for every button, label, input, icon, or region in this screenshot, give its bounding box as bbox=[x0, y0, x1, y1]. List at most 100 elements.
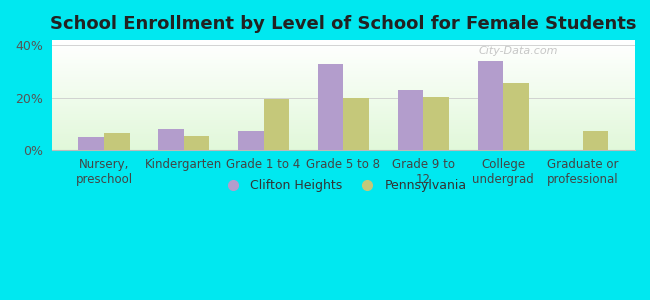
Bar bbox=[52, 143, 635, 144]
Bar bbox=[52, 66, 635, 67]
Bar bbox=[104, 133, 129, 150]
Bar bbox=[52, 121, 635, 122]
Bar bbox=[52, 112, 635, 113]
Bar bbox=[52, 118, 635, 119]
Bar bbox=[52, 134, 635, 135]
Bar bbox=[52, 65, 635, 66]
Bar bbox=[52, 145, 635, 146]
Bar bbox=[52, 131, 635, 132]
Bar bbox=[52, 94, 635, 95]
Bar bbox=[52, 95, 635, 96]
Bar bbox=[52, 59, 635, 60]
Bar bbox=[52, 101, 635, 102]
Bar bbox=[52, 82, 635, 83]
Bar bbox=[478, 61, 503, 150]
Bar bbox=[52, 106, 635, 107]
Bar bbox=[52, 50, 635, 51]
Bar bbox=[52, 116, 635, 117]
Bar bbox=[264, 99, 289, 150]
Bar bbox=[52, 105, 635, 106]
Bar bbox=[52, 126, 635, 127]
Bar bbox=[52, 92, 635, 93]
Bar bbox=[52, 149, 635, 150]
Bar bbox=[52, 138, 635, 139]
Bar bbox=[52, 84, 635, 85]
Bar bbox=[184, 136, 209, 150]
Bar bbox=[52, 123, 635, 124]
Bar bbox=[52, 141, 635, 142]
Bar bbox=[52, 80, 635, 81]
Bar bbox=[52, 102, 635, 103]
Bar bbox=[52, 100, 635, 101]
Bar bbox=[52, 120, 635, 121]
Bar bbox=[52, 107, 635, 108]
Bar bbox=[52, 40, 635, 41]
Bar bbox=[52, 77, 635, 78]
Bar bbox=[52, 140, 635, 141]
Bar bbox=[52, 47, 635, 48]
Bar bbox=[52, 75, 635, 76]
Bar bbox=[52, 147, 635, 148]
Bar bbox=[52, 139, 635, 140]
Bar bbox=[52, 61, 635, 62]
Bar bbox=[52, 98, 635, 99]
Bar bbox=[52, 63, 635, 64]
Bar bbox=[52, 99, 635, 100]
Bar bbox=[52, 70, 635, 71]
Bar bbox=[52, 76, 635, 77]
Bar bbox=[503, 83, 528, 150]
Bar bbox=[52, 89, 635, 90]
Bar bbox=[52, 128, 635, 129]
Bar bbox=[52, 74, 635, 75]
Bar bbox=[52, 48, 635, 49]
Bar bbox=[52, 148, 635, 149]
Bar bbox=[52, 46, 635, 47]
Bar bbox=[52, 146, 635, 147]
Title: School Enrollment by Level of School for Female Students: School Enrollment by Level of School for… bbox=[50, 15, 637, 33]
Bar bbox=[52, 113, 635, 114]
Bar bbox=[79, 137, 104, 150]
Bar bbox=[52, 97, 635, 98]
Bar bbox=[52, 142, 635, 143]
Bar bbox=[52, 81, 635, 82]
Bar bbox=[52, 72, 635, 73]
Bar bbox=[52, 85, 635, 86]
Bar bbox=[52, 78, 635, 79]
Bar bbox=[52, 69, 635, 70]
Bar bbox=[52, 42, 635, 43]
Bar bbox=[52, 53, 635, 54]
Bar bbox=[52, 136, 635, 137]
Bar bbox=[343, 98, 369, 150]
Bar bbox=[52, 86, 635, 87]
Bar bbox=[52, 83, 635, 84]
Bar bbox=[52, 88, 635, 89]
Legend: Clifton Heights, Pennsylvania: Clifton Heights, Pennsylvania bbox=[215, 174, 472, 197]
Bar bbox=[52, 73, 635, 74]
Bar bbox=[52, 55, 635, 56]
Bar bbox=[52, 58, 635, 59]
Bar bbox=[52, 115, 635, 116]
Text: City-Data.com: City-Data.com bbox=[478, 46, 558, 56]
Bar bbox=[52, 49, 635, 50]
Bar bbox=[52, 52, 635, 53]
Bar bbox=[52, 71, 635, 72]
Bar bbox=[52, 79, 635, 80]
Bar bbox=[398, 90, 423, 150]
Bar bbox=[52, 110, 635, 111]
Bar bbox=[52, 68, 635, 69]
Bar bbox=[52, 125, 635, 126]
Bar bbox=[52, 57, 635, 58]
Bar bbox=[423, 97, 449, 150]
Bar bbox=[52, 108, 635, 109]
Bar bbox=[52, 127, 635, 128]
Bar bbox=[52, 64, 635, 65]
Bar bbox=[583, 131, 608, 150]
Bar bbox=[52, 87, 635, 88]
Bar bbox=[52, 44, 635, 45]
Bar bbox=[52, 111, 635, 112]
Bar bbox=[52, 117, 635, 118]
Bar bbox=[52, 124, 635, 125]
Bar bbox=[238, 131, 264, 150]
Bar bbox=[52, 41, 635, 42]
Bar bbox=[52, 129, 635, 130]
